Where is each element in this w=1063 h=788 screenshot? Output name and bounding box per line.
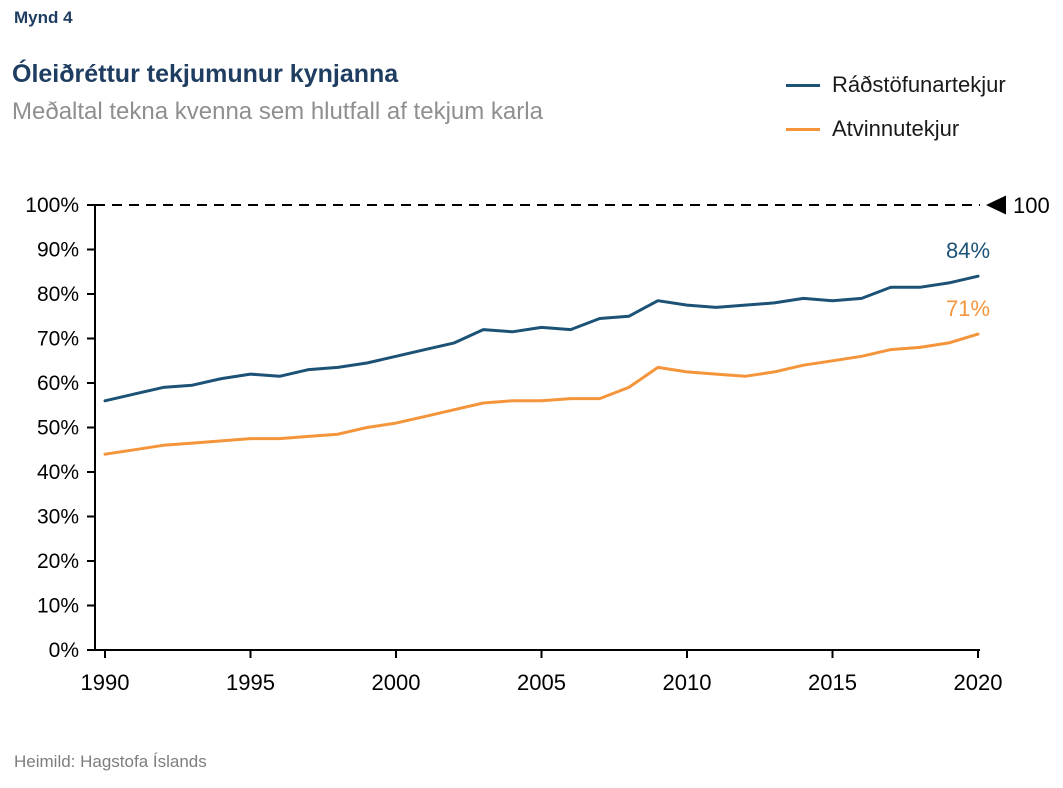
x-tick-label: 2015 xyxy=(808,670,857,695)
line-chart: 100 0% 10% 20% 30% 40% 50% 60% 70% 80% 90% 100% 1990… xyxy=(0,180,1063,710)
chart-svg: 100 0% 10% 20% 30% 40% 50% 60% 70% 80% 90% 100% 1990… xyxy=(25,193,1050,695)
series-end-label: 84% xyxy=(946,238,990,263)
cap-arrow-icon xyxy=(986,195,1006,215)
y-tick-label: 20% xyxy=(37,550,79,573)
legend: Ráðstöfunartekjur Atvinnutekjur xyxy=(786,72,1006,142)
chart-subtitle: Meðaltal tekna kvenna sem hlutfall af te… xyxy=(12,98,543,125)
x-tick-label: 1995 xyxy=(226,670,275,695)
legend-line-swatch-orange xyxy=(786,127,820,131)
legend-item-atvinnutekjur: Atvinnutekjur xyxy=(786,116,1006,142)
y-tick-label: 90% xyxy=(37,239,79,262)
series-end-label: 71% xyxy=(946,296,990,321)
x-tick-label: 1990 xyxy=(81,670,130,695)
x-tick-label: 2010 xyxy=(663,670,712,695)
y-tick-label: 80% xyxy=(37,283,79,306)
y-tick-label: 40% xyxy=(37,461,79,484)
y-tick-label: 70% xyxy=(37,328,79,351)
chart-title: Óleiðréttur tekjumunur kynjanna xyxy=(12,60,399,88)
x-tick-label: 2020 xyxy=(954,670,1003,695)
y-tick-label: 100% xyxy=(25,194,79,217)
legend-label-radstofunartekjur: Ráðstöfunartekjur xyxy=(832,72,1006,97)
x-tick-label: 2005 xyxy=(517,670,566,695)
y-tick-label: 60% xyxy=(37,372,79,395)
y-tick-label: 50% xyxy=(37,417,79,440)
cap-label: 100 xyxy=(1013,193,1050,218)
y-tick-label: 30% xyxy=(37,506,79,529)
y-tick-label: 10% xyxy=(37,595,79,618)
series-line-radstofunartekjur xyxy=(103,274,980,403)
legend-label-atvinnutekjur: Atvinnutekjur xyxy=(832,116,960,141)
series-line-atvinnutekjur xyxy=(103,332,980,456)
source-note: Heimild: Hagstofa Íslands xyxy=(14,752,207,771)
legend-item-radstofunartekjur: Ráðstöfunartekjur xyxy=(786,72,1006,98)
figure-number: Mynd 4 xyxy=(14,8,73,27)
legend-line-swatch-blue xyxy=(786,83,820,87)
x-tick-label: 2000 xyxy=(372,670,421,695)
y-tick-label: 0% xyxy=(49,639,79,662)
